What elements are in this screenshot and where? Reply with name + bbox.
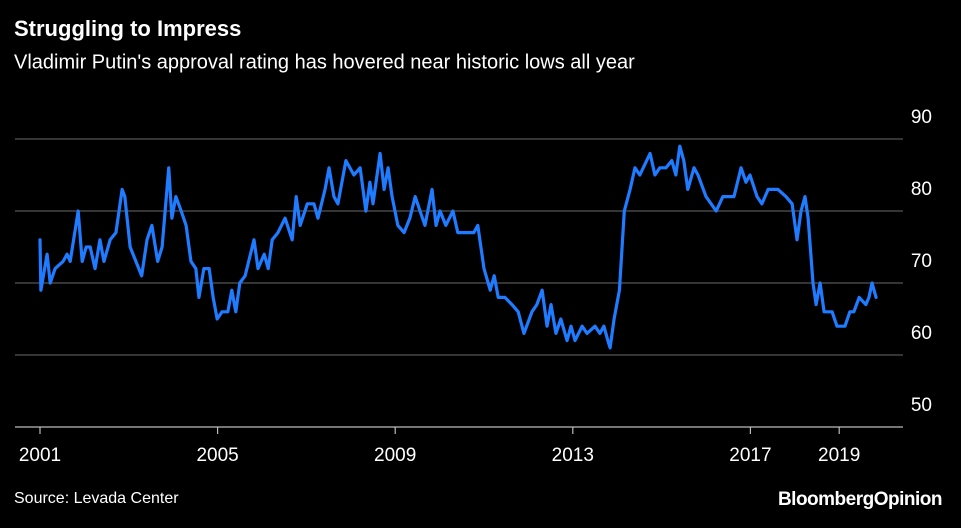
line	[38, 144, 878, 350]
y-tick-label: 50	[911, 395, 932, 416]
chart-subtitle: Vladimir Putin's approval rating has hov…	[14, 51, 635, 73]
x-tick-label: 2001	[19, 445, 61, 466]
x-tick-label: 2005	[196, 445, 238, 466]
chart-title: Struggling to Impress	[14, 16, 241, 41]
x-tick-label: 2009	[374, 445, 416, 466]
source: Source: Levada Center	[14, 490, 179, 507]
y-tick-label: 70	[911, 251, 932, 272]
y-tick-label: 80	[911, 179, 932, 200]
y-tick-label: 90	[911, 107, 932, 128]
x-tick-label: 2013	[552, 445, 594, 466]
x-tick-label: 2019	[818, 445, 860, 466]
y-tick-label: 60	[911, 323, 932, 344]
logo: BloombergOpinion	[778, 489, 942, 510]
x-tick-label: 2017	[729, 445, 771, 466]
